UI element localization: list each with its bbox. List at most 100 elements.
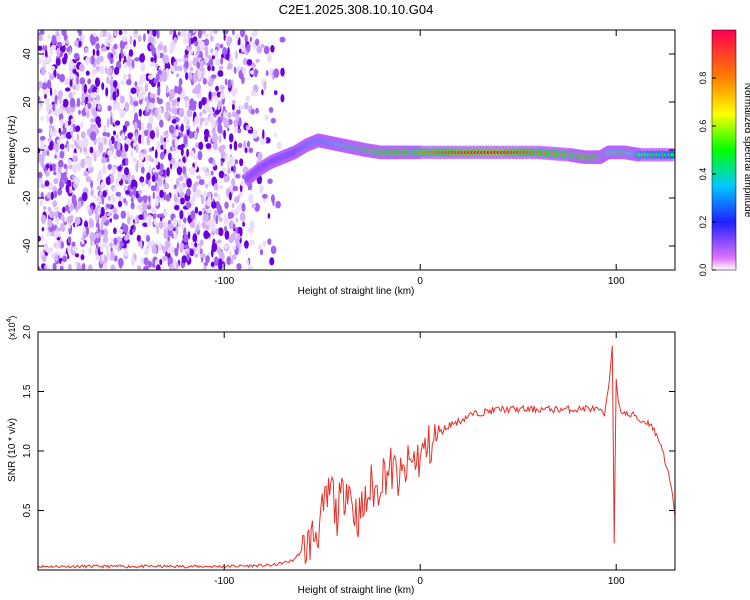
noise-speck bbox=[192, 183, 197, 193]
noise-speck bbox=[62, 171, 67, 182]
noise-speck bbox=[189, 166, 196, 176]
noise-speck bbox=[123, 73, 127, 81]
noise-speck bbox=[168, 263, 175, 270]
noise-speck bbox=[140, 166, 145, 174]
noise-speck bbox=[166, 167, 170, 177]
noise-speck bbox=[92, 86, 98, 95]
noise-speck bbox=[105, 37, 108, 47]
noise-speck bbox=[123, 61, 128, 69]
noise-speck bbox=[204, 116, 209, 127]
noise-speck bbox=[75, 125, 81, 132]
noise-speck bbox=[221, 53, 224, 59]
noise-speck bbox=[201, 194, 205, 205]
noise-speck bbox=[160, 144, 164, 150]
noise-speck bbox=[140, 62, 146, 72]
noise-speck bbox=[232, 231, 236, 238]
noise-speck bbox=[59, 51, 64, 58]
noise-speck bbox=[107, 195, 112, 201]
noise-speck bbox=[140, 134, 145, 145]
spectrogram-xtick-label: 0 bbox=[417, 276, 423, 287]
noise-speck bbox=[109, 218, 113, 223]
noise-speck bbox=[234, 195, 239, 204]
noise-speck bbox=[255, 38, 260, 46]
noise-speck bbox=[105, 31, 111, 38]
noise-speck bbox=[135, 143, 139, 154]
noise-speck bbox=[115, 178, 119, 188]
noise-speck bbox=[276, 141, 282, 150]
noise-speck bbox=[194, 206, 199, 214]
noise-speck bbox=[151, 158, 155, 163]
noise-speck bbox=[215, 228, 219, 235]
noise-speck bbox=[224, 201, 229, 209]
noise-speck bbox=[99, 145, 102, 154]
noise-speck bbox=[47, 137, 53, 142]
noise-speck bbox=[61, 223, 65, 233]
colorbar-tick-label: 0.2 bbox=[698, 216, 708, 229]
noise-speck bbox=[146, 135, 151, 146]
noise-speck bbox=[69, 79, 73, 87]
noise-speck bbox=[252, 129, 258, 139]
noise-speck bbox=[128, 49, 134, 57]
noise-speck bbox=[171, 145, 177, 152]
noise-speck bbox=[126, 58, 133, 67]
noise-speck bbox=[61, 260, 65, 267]
noise-speck bbox=[161, 255, 168, 262]
noise-speck bbox=[186, 108, 193, 118]
noise-speck bbox=[163, 210, 168, 217]
noise-speck bbox=[211, 120, 216, 129]
noise-speck bbox=[111, 166, 116, 175]
noise-speck bbox=[146, 172, 151, 181]
noise-speck bbox=[210, 261, 215, 267]
noise-speck bbox=[227, 112, 232, 119]
snr-xtick-label: 0 bbox=[417, 576, 423, 587]
noise-speck bbox=[65, 131, 72, 140]
noise-speck bbox=[165, 54, 169, 64]
noise-speck bbox=[49, 129, 54, 137]
noise-speck bbox=[42, 58, 47, 69]
noise-speck bbox=[87, 264, 93, 270]
noise-speck bbox=[163, 141, 166, 150]
noise-speck bbox=[64, 120, 69, 129]
spectrogram-ytick-label: -20 bbox=[22, 190, 33, 205]
noise-speck bbox=[144, 129, 149, 136]
noise-speck bbox=[97, 169, 103, 180]
noise-speck bbox=[68, 222, 71, 229]
noise-speck bbox=[91, 98, 97, 109]
noise-speck bbox=[174, 204, 180, 211]
noise-speck bbox=[81, 108, 86, 117]
noise-speck bbox=[76, 162, 80, 168]
noise-speck bbox=[160, 216, 163, 222]
noise-speck bbox=[275, 200, 281, 209]
noise-speck bbox=[251, 108, 255, 115]
snr-xtick-label: -100 bbox=[214, 576, 234, 587]
noise-speck bbox=[248, 193, 254, 204]
noise-speck bbox=[194, 253, 199, 258]
noise-speck bbox=[227, 79, 232, 89]
noise-speck bbox=[99, 55, 104, 63]
svg-text:(x104): (x104) bbox=[6, 316, 17, 340]
noise-speck bbox=[85, 96, 89, 103]
noise-speck bbox=[68, 60, 74, 69]
noise-speck bbox=[207, 136, 211, 143]
noise-speck bbox=[60, 214, 65, 222]
noise-speck bbox=[117, 165, 122, 172]
noise-speck bbox=[156, 186, 160, 192]
noise-speck bbox=[164, 111, 170, 120]
noise-speck bbox=[143, 149, 147, 155]
colorbar-tick-label: 0.4 bbox=[698, 168, 708, 181]
noise-speck bbox=[203, 190, 207, 197]
noise-speck bbox=[115, 191, 122, 197]
spectrogram-xlabel: Height of straight line (km) bbox=[298, 286, 415, 297]
noise-speck bbox=[76, 75, 79, 85]
noise-speck bbox=[47, 71, 52, 76]
noise-speck bbox=[274, 132, 277, 138]
noise-speck bbox=[157, 177, 163, 187]
noise-speck bbox=[82, 192, 88, 202]
noise-speck bbox=[235, 113, 240, 121]
noise-speck bbox=[117, 171, 122, 182]
noise-speck bbox=[39, 198, 44, 207]
noise-speck bbox=[171, 108, 175, 114]
noise-speck bbox=[49, 124, 52, 130]
noise-speck bbox=[168, 94, 173, 102]
noise-speck bbox=[40, 183, 46, 189]
